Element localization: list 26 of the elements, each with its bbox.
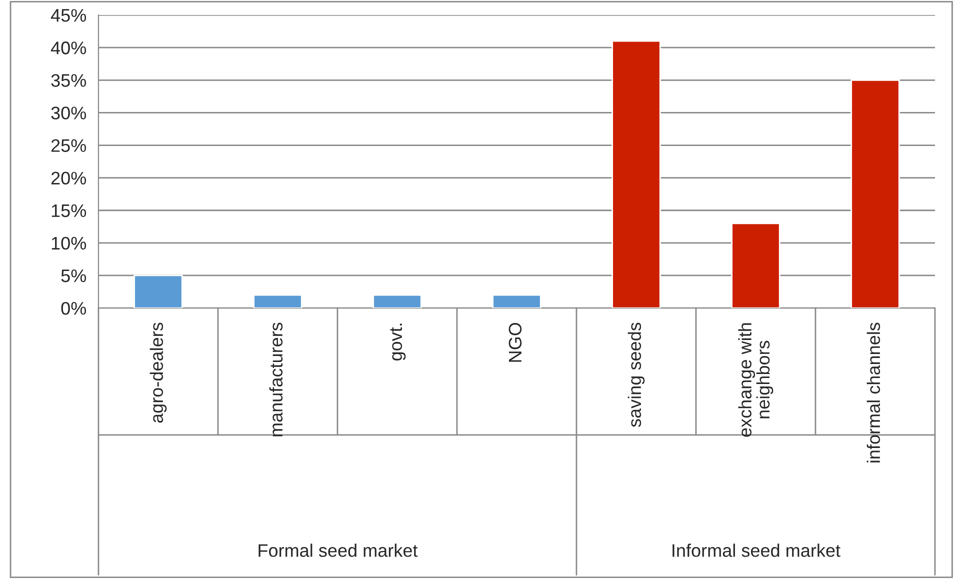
y-tick-label: 30% (51, 106, 86, 120)
y-tick-label: 10% (52, 236, 86, 250)
x-tick-label: agro-dealers (150, 322, 167, 423)
bar (134, 274, 183, 308)
bar (492, 294, 542, 308)
y-tick-label: 0% (61, 302, 86, 315)
bar (612, 40, 661, 308)
y-tick-label: 35% (51, 74, 86, 87)
x-tick-label: govt. (390, 324, 406, 360)
bar (253, 294, 302, 308)
y-tick-label: 45% (50, 9, 86, 22)
y-tick-label: 20% (51, 172, 86, 185)
x-tick-label: NGO (508, 322, 522, 362)
y-tick-label: 25% (51, 139, 86, 152)
y-tick-label: 5% (61, 269, 86, 282)
y-tick-label: 40% (50, 42, 86, 54)
bar (372, 294, 422, 308)
bar (731, 222, 780, 308)
text: Formal seed market (258, 544, 418, 557)
x-tick-label: manufacturers (269, 322, 283, 436)
x-tick-label: saving seeds (628, 322, 645, 427)
x-tick-label: informal channels (866, 322, 880, 462)
text: Informal seed market (672, 544, 840, 557)
y-tick-label: 15% (52, 204, 86, 218)
x-tick-label: exchange with neighbors (738, 323, 774, 437)
bar (850, 79, 900, 308)
